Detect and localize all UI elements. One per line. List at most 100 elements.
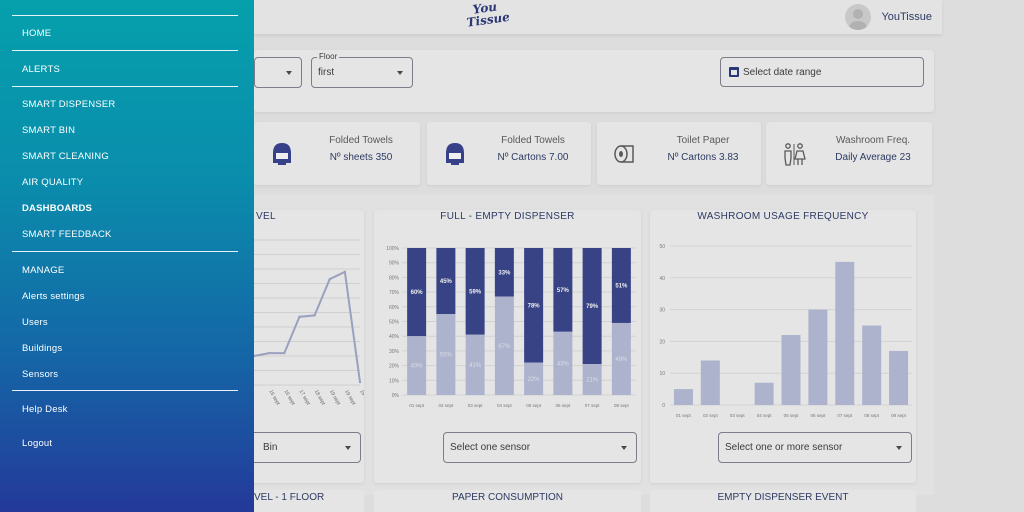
x-tick-label: 04 sept	[757, 413, 773, 418]
bar-empty	[524, 248, 544, 363]
washroom-chart-card: WASHROOM USAGE FREQUENCY 0 10 20 30 40 50 01 s…	[650, 210, 916, 483]
bar-full	[611, 322, 631, 395]
bar-label-empty: 33%	[498, 270, 511, 276]
x-tick-label: 05 sept	[784, 413, 800, 418]
building-select[interactable]	[254, 57, 302, 88]
calendar-icon	[729, 67, 739, 77]
divider	[12, 86, 238, 87]
divider	[12, 50, 238, 51]
chevron-down-icon	[896, 446, 902, 450]
bar-label-full: 43%	[557, 361, 570, 367]
stat-card-toilet-paper: Toilet Paper Nº Cartons 3.83	[597, 122, 761, 185]
chevron-down-icon	[345, 446, 351, 450]
chevron-down-icon	[621, 446, 627, 450]
divider	[12, 15, 238, 16]
x-tick-label: 06 sept	[555, 403, 571, 408]
filter-card: Floor first Select date range	[254, 50, 934, 112]
nav-item-help-desk[interactable]: Help Desk	[22, 404, 68, 415]
nav-item-logout[interactable]: Logout	[22, 438, 53, 449]
y-tick-label: 30	[659, 308, 665, 314]
bar-label-full: 41%	[469, 363, 482, 369]
multi-sensor-select[interactable]: Select one or more sensor	[718, 432, 912, 463]
nav-item-buildings[interactable]: Buildings	[22, 343, 63, 354]
bar	[835, 261, 855, 405]
washroom-icon	[784, 143, 806, 166]
bar-label-full: 49%	[615, 357, 628, 363]
y-tick-label: 20%	[389, 364, 400, 370]
bar-label-full: 21%	[586, 378, 599, 384]
x-tick-label: 04 sept	[497, 403, 513, 408]
stat-title: Folded Towels	[501, 135, 565, 146]
y-tick-label: 10%	[389, 378, 400, 384]
x-tick-label: 02 sept	[703, 413, 719, 418]
nav-item-alerts[interactable]: ALERTS	[22, 64, 60, 75]
nav-item-dashboards[interactable]: DASHBOARDS	[22, 203, 93, 214]
paper-consumption-card: PAPER CONSUMPTION	[374, 490, 641, 512]
stat-value: Nº sheets 350	[329, 152, 393, 163]
bar-label-empty: 79%	[586, 304, 599, 310]
floor-select[interactable]: Floor first	[311, 52, 413, 88]
chart-title: FULL - EMPTY DISPENSER	[440, 211, 575, 222]
date-range-button[interactable]: Select date range	[720, 57, 924, 87]
nav-item-smart-dispenser[interactable]: SMART DISPENSER	[22, 99, 116, 110]
bar	[808, 309, 828, 405]
floor-label: Floor	[317, 52, 340, 61]
bar	[781, 335, 801, 405]
x-tick-label: 07 sept	[585, 403, 601, 408]
washroom-bar-chart: 0 10 20 30 40 50 01 sept 02 sept 03 sept 04 sept 0…	[659, 244, 912, 418]
bar-empty	[611, 248, 631, 323]
bar-label-empty: 59%	[469, 289, 482, 295]
nav-item-air-quality[interactable]: AIR QUALITY	[22, 177, 84, 188]
nav-item-smart-cleaning[interactable]: SMART CLEANING	[22, 151, 109, 162]
nav-item-home[interactable]: HOME	[22, 28, 52, 39]
divider	[12, 390, 238, 391]
x-tick-label: 02 sept	[438, 403, 454, 408]
stat-title: Folded Towels	[329, 135, 393, 146]
nav-item-manage[interactable]: MANAGE	[22, 265, 65, 276]
chevron-down-icon	[397, 71, 403, 75]
stat-title: Toilet Paper	[676, 135, 730, 146]
bar-label-empty: 51%	[615, 283, 628, 289]
nav-item-sensors[interactable]: Sensors	[22, 369, 59, 380]
chart-title: PAPER CONSUMPTION	[452, 492, 563, 503]
chart-title: EMPTY DISPENSER EVENT	[717, 492, 849, 503]
bar-empty	[436, 248, 456, 315]
y-tick-label: 70%	[389, 290, 400, 296]
x-tick-label: 09 sept	[891, 413, 907, 418]
bar-full	[524, 362, 544, 395]
stat-card-washroom: Washroom Freq. Daily Average 23	[766, 122, 932, 185]
y-tick-label: 50%	[389, 320, 400, 326]
nav-item-smart-feedback[interactable]: SMART FEEDBACK	[22, 229, 112, 240]
x-tick-label: 07 sept	[837, 413, 853, 418]
nav-item-smart-bin[interactable]: SMART BIN	[22, 125, 76, 136]
level-floor-card: VEL - 1 FLOOR	[240, 490, 364, 512]
bar	[673, 389, 693, 405]
x-tick-label: 05 sept	[526, 403, 542, 408]
nav-item-users[interactable]: Users	[22, 317, 48, 328]
x-tick-label: 08 sept	[614, 403, 630, 408]
bar-label-full: 67%	[498, 344, 511, 350]
floor-value: first	[318, 67, 335, 78]
bar	[700, 360, 720, 405]
bar-empty	[407, 248, 427, 337]
user-menu[interactable]: YouTissue	[845, 3, 932, 31]
username: YouTissue	[881, 11, 932, 23]
stat-value: Nº Cartons 3.83	[667, 152, 739, 163]
x-tick-label: 01 sept	[676, 413, 692, 418]
bar	[889, 350, 909, 405]
date-range-label: Select date range	[743, 66, 822, 78]
avatar[interactable]	[845, 4, 872, 30]
top-bar: You Tissue YouTissue	[254, 0, 942, 34]
bin-select[interactable]: Bin	[244, 432, 361, 463]
x-tick-label: 16 sept	[283, 389, 297, 407]
bar-label-full: 22%	[528, 377, 541, 383]
multi-sensor-select-value: Select one or more sensor	[725, 442, 843, 453]
y-tick-label: 0	[662, 403, 665, 409]
bar-label-empty: 78%	[528, 303, 541, 309]
brand-logo[interactable]: You Tissue	[464, 0, 511, 33]
y-tick-label: 40%	[389, 334, 400, 340]
y-tick-label: 50	[659, 244, 665, 250]
chart-title: WASHROOM USAGE FREQUENCY	[697, 211, 869, 222]
sensor-select[interactable]: Select one sensor	[443, 432, 637, 463]
nav-item-alerts-settings[interactable]: Alerts settings	[22, 291, 85, 302]
